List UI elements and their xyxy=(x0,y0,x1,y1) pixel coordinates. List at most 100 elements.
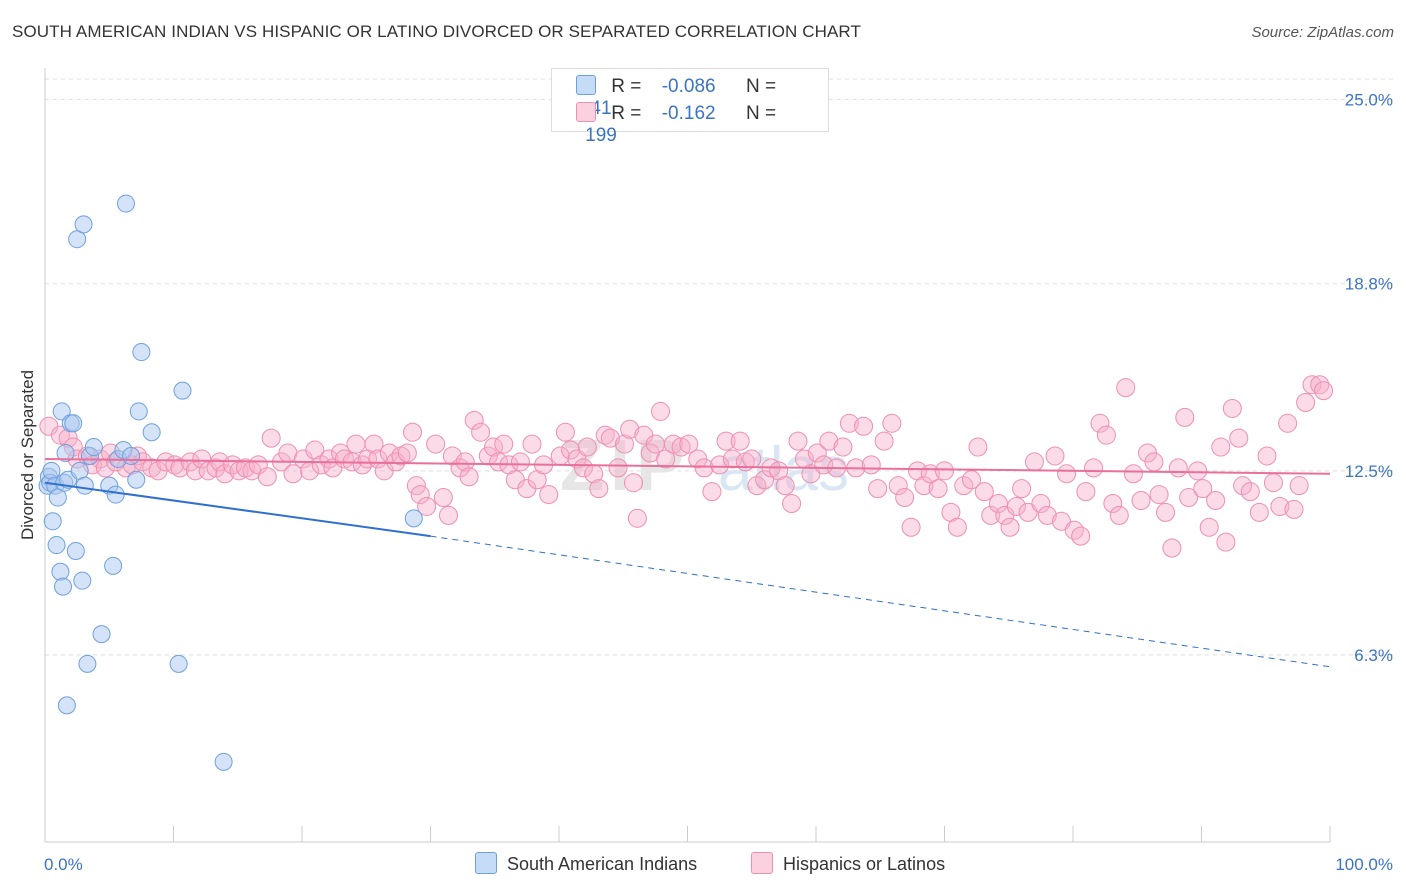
legend-r-label: R = xyxy=(611,76,642,97)
blue-trend-line xyxy=(44,481,431,538)
pink-trend-line xyxy=(44,457,1331,475)
south-american-indian-point xyxy=(84,438,103,457)
hispanic-point xyxy=(819,431,839,451)
hispanic-point xyxy=(1188,461,1208,481)
hispanic-point xyxy=(459,467,479,487)
chart-title: SOUTH AMERICAN INDIAN VS HISPANIC OR LAT… xyxy=(12,22,861,41)
south-american-indian-point xyxy=(66,541,85,560)
bottom-legend-label-pink: Hispanics or Latinos xyxy=(783,854,946,874)
south-american-indian-point xyxy=(127,470,146,489)
hispanic-point xyxy=(206,458,226,478)
hispanic-point xyxy=(1310,375,1330,395)
hispanic-point xyxy=(1103,493,1123,513)
hispanic-point xyxy=(283,464,303,484)
south-american-indian-point xyxy=(64,414,83,433)
hispanic-point xyxy=(1278,413,1298,433)
hispanic-point xyxy=(710,455,730,475)
hispanic-point xyxy=(1179,488,1199,508)
south-american-indian-point xyxy=(43,512,62,531)
hispanic-point xyxy=(1000,517,1020,537)
legend-n-label: N = xyxy=(745,103,777,124)
trend-lines xyxy=(44,457,1331,668)
hispanic-point xyxy=(397,443,417,463)
south-american-indian-point xyxy=(51,562,70,581)
south-american-indian-point xyxy=(116,194,135,213)
hispanic-point xyxy=(1123,464,1143,484)
south-american-indian-point xyxy=(214,752,233,771)
hispanic-point xyxy=(716,431,736,451)
hispanic-point xyxy=(861,455,881,475)
south-american-indian-point xyxy=(169,654,188,673)
legend-r-value: -0.086 xyxy=(661,76,716,97)
south-american-indian-point xyxy=(104,556,123,575)
hispanic-point xyxy=(426,434,446,454)
south-american-indian-point xyxy=(57,696,76,715)
hispanic-point xyxy=(782,493,802,513)
hispanic-point xyxy=(839,413,859,433)
hispanic-point xyxy=(573,458,593,478)
y-tick-label: 6.3% xyxy=(1354,646,1393,665)
hispanic-point xyxy=(494,434,514,454)
hispanic-point xyxy=(981,505,1001,525)
hispanic-point xyxy=(954,476,974,496)
south-american-indian-point xyxy=(173,381,192,400)
hispanic-point xyxy=(775,476,795,496)
hispanic-point xyxy=(1144,452,1164,472)
hispanic-point xyxy=(615,434,635,454)
hispanic-point xyxy=(170,458,190,478)
hispanic-point xyxy=(882,413,902,433)
hispanic-point xyxy=(1314,381,1334,401)
hispanic-point xyxy=(595,425,615,445)
hispanic-point xyxy=(1302,375,1322,395)
source-label: Source: ZipAtlas.com xyxy=(1251,24,1394,41)
legend-r-value: -0.162 xyxy=(661,103,716,124)
hispanic-point xyxy=(1006,496,1026,516)
hispanic-point xyxy=(1175,407,1195,427)
hispanic-point xyxy=(1090,413,1110,433)
south-american-indian-point xyxy=(132,343,151,362)
hispanic-point xyxy=(1263,473,1283,493)
hispanic-point xyxy=(807,443,827,463)
bottom-legend-pink: Hispanics or Latinos xyxy=(751,852,945,875)
legend-n-label: N = xyxy=(745,76,777,97)
hispanic-point xyxy=(947,517,967,537)
hispanic-point xyxy=(410,485,430,505)
y-tick-label: 12.5% xyxy=(1345,462,1393,481)
south-american-indian-points xyxy=(38,194,423,771)
hispanic-point xyxy=(1216,532,1236,552)
correlation-legend: R = -0.086 N = 41 R = -0.162 N = 199 xyxy=(551,68,829,146)
south-american-indian-point xyxy=(404,509,423,528)
hispanic-point xyxy=(1024,452,1044,472)
bottom-legend-label-blue: South American Indians xyxy=(507,854,698,874)
hispanic-point xyxy=(656,449,676,469)
hispanic-point xyxy=(742,449,762,469)
hispanic-point xyxy=(1076,482,1096,502)
hispanic-point xyxy=(974,482,994,502)
legend-row-pink: R = -0.162 N = 199 xyxy=(576,102,828,147)
legend-n-value: 199 xyxy=(585,125,617,146)
hispanic-point xyxy=(50,425,70,445)
hispanic-point xyxy=(510,452,530,472)
hispanic-point xyxy=(755,470,775,490)
hispanic-point xyxy=(1289,476,1309,496)
hispanic-point xyxy=(747,476,767,496)
hispanic-point xyxy=(1156,502,1176,522)
hispanic-point xyxy=(608,458,628,478)
hispanic-point xyxy=(364,434,384,454)
hispanic-point xyxy=(627,508,647,528)
x-tick-label: 0.0% xyxy=(44,855,83,874)
hispanic-point xyxy=(663,434,683,454)
legend-r-label: R = xyxy=(611,103,642,124)
hispanic-point xyxy=(438,505,458,525)
bottom-legend-blue: South American Indians xyxy=(475,852,697,875)
y-tick-label: 25.0% xyxy=(1345,91,1393,110)
hispanic-point xyxy=(935,461,954,481)
axes xyxy=(44,68,1331,843)
south-american-indian-point xyxy=(122,446,141,465)
hispanic-points xyxy=(39,375,1334,558)
x-tick-label: 100.0% xyxy=(1335,855,1393,874)
bottom-legend-swatch-pink xyxy=(751,852,773,874)
hispanic-point xyxy=(1206,491,1226,511)
hispanic-point xyxy=(1131,491,1151,511)
